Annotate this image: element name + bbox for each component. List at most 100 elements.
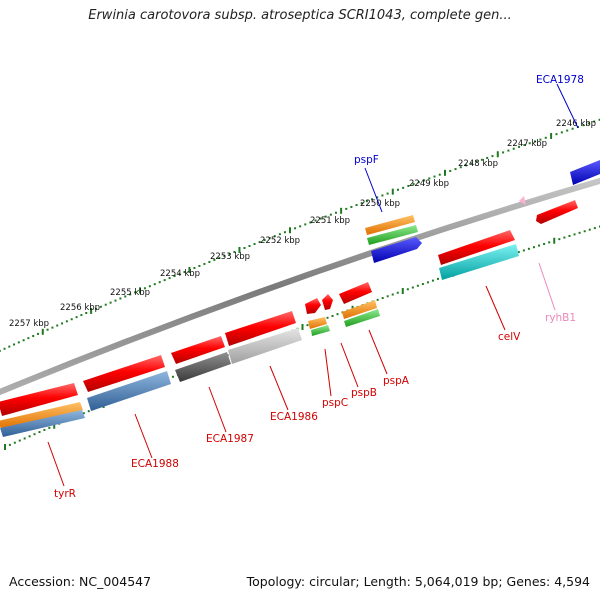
gene-arrow[interactable] <box>0 383 78 416</box>
scale-tick-outer <box>381 194 384 197</box>
gene-arrow[interactable] <box>175 352 231 382</box>
scale-tick-outer <box>598 118 600 121</box>
scale-tick-outer <box>350 205 353 208</box>
scale-tick-inner <box>23 437 26 440</box>
scale-tick-outer <box>314 219 317 222</box>
gene-arrow[interactable] <box>0 410 85 437</box>
scale-tick-outer <box>571 127 574 130</box>
scale-tick-outer <box>168 277 171 280</box>
kbp-label: 2256 kbp <box>60 303 100 313</box>
scale-tick-inner <box>48 426 51 429</box>
scale-tick-outer <box>534 140 537 143</box>
gene-label-pspa[interactable]: pspA <box>383 375 410 387</box>
scale-tick-outer <box>134 291 137 294</box>
scale-tick-inner <box>171 375 174 378</box>
gene-arrow[interactable] <box>87 371 171 411</box>
gene-label-eca1988[interactable]: ECA1988 <box>131 458 179 470</box>
scale-tick-outer <box>263 239 266 242</box>
scale-tick-outer <box>417 181 420 184</box>
scale-tick-inner <box>543 242 546 245</box>
scale-tick-outer <box>90 307 93 314</box>
scale-tick-outer <box>253 243 256 246</box>
kbp-label: 2252 kbp <box>260 236 300 246</box>
scale-tick-outer <box>173 275 176 278</box>
scale-tick-outer <box>423 179 426 182</box>
scale-tick-inner <box>421 283 424 286</box>
gene-arrow[interactable] <box>308 317 327 329</box>
scale-tick-outer <box>139 287 141 294</box>
scale-tick-inner <box>517 251 520 254</box>
scale-tick-outer <box>17 341 20 344</box>
gene-arrow[interactable] <box>536 200 578 224</box>
kbp-label: 2255 kbp <box>110 288 150 298</box>
scale-tick-inner <box>38 431 41 434</box>
scale-tick-inner <box>87 410 90 413</box>
scale-tick-outer <box>283 231 286 234</box>
gene-arrow[interactable] <box>342 300 377 319</box>
gene-arrow[interactable] <box>339 282 372 304</box>
scale-tick-outer <box>153 283 156 286</box>
scale-tick-inner <box>18 439 21 442</box>
scale-tick-inner <box>437 277 440 280</box>
scale-tick-outer <box>512 147 515 150</box>
scale-tick-outer <box>396 188 399 191</box>
gene-label-ryhb1[interactable]: ryhB1 <box>545 312 576 324</box>
gene-label-pspf[interactable]: pspF <box>354 154 379 166</box>
scale-tick-outer <box>94 307 97 310</box>
gene-arrow[interactable] <box>570 160 600 185</box>
gene-arrow[interactable] <box>519 196 526 205</box>
scale-tick-outer <box>593 120 596 123</box>
gene-arrow[interactable] <box>344 309 380 327</box>
scale-tick-outer <box>407 184 410 187</box>
gene-label-celv[interactable]: celV <box>498 331 521 343</box>
gene-arrow[interactable] <box>171 336 225 364</box>
scale-tick-outer <box>496 151 499 158</box>
scale-tick-inner <box>527 247 530 250</box>
gene-arrow[interactable] <box>305 298 321 314</box>
gene-arrow[interactable] <box>371 237 422 263</box>
gene-label-pspb[interactable]: pspB <box>351 387 377 399</box>
scale-tick-outer <box>61 322 64 325</box>
gene-label-tyrr[interactable]: tyrR <box>54 488 76 500</box>
scale-tick-outer <box>56 324 59 327</box>
scale-tick-outer <box>143 287 146 290</box>
gene-arrow[interactable] <box>0 402 83 429</box>
kbp-label: 2254 kbp <box>160 269 200 279</box>
scale-tick-outer <box>13 343 16 346</box>
gene-arrow[interactable] <box>439 244 519 280</box>
scale-tick-outer <box>433 175 436 178</box>
gene-label-eca1987[interactable]: ECA1987 <box>206 433 254 445</box>
gene-labels: ECA1978 pspF celV ryhB1 pspA pspB pspC E… <box>54 74 584 500</box>
scale-tick-inner <box>578 231 581 234</box>
gene-label-eca1978[interactable]: ECA1978 <box>536 74 584 86</box>
scale-tick-outer <box>163 279 166 282</box>
scale-tick-inner <box>598 225 600 228</box>
gene-arrow[interactable] <box>228 328 302 364</box>
scale-tick-outer <box>228 252 231 255</box>
accession-text: Accession: NC_004547 <box>9 574 152 589</box>
gene-arrow[interactable] <box>83 355 165 392</box>
gene-label-pspc[interactable]: pspC <box>322 397 348 409</box>
scale-tick-outer <box>376 196 379 199</box>
gene-arrow[interactable] <box>367 225 418 245</box>
gene-arrow[interactable] <box>365 215 415 235</box>
scale-tick-inner <box>386 295 389 298</box>
gene-arrow[interactable] <box>438 230 515 265</box>
gene-arrow[interactable] <box>322 294 333 310</box>
scale-tick-inner <box>381 297 384 300</box>
gene-arrow[interactable] <box>311 325 330 336</box>
scale-tick-outer <box>412 183 415 186</box>
scale-tick-outer <box>0 349 1 352</box>
scale-tick-outer <box>309 221 312 224</box>
scale-tick-inner <box>563 236 566 239</box>
map-title: Erwinia carotovora subsp. atroseptica SC… <box>88 8 512 23</box>
scale-tick-outer <box>360 202 363 205</box>
genome-summary-text: Topology: circular; Length: 5,064,019 bp… <box>246 574 590 589</box>
scale-tick-outer <box>80 314 83 317</box>
gene-arrow[interactable] <box>225 311 296 346</box>
gene-label-eca1986[interactable]: ECA1986 <box>270 411 318 423</box>
scale-tick-outer <box>70 318 73 321</box>
scale-tick-outer <box>371 198 374 201</box>
scale-tick-outer <box>203 262 206 265</box>
